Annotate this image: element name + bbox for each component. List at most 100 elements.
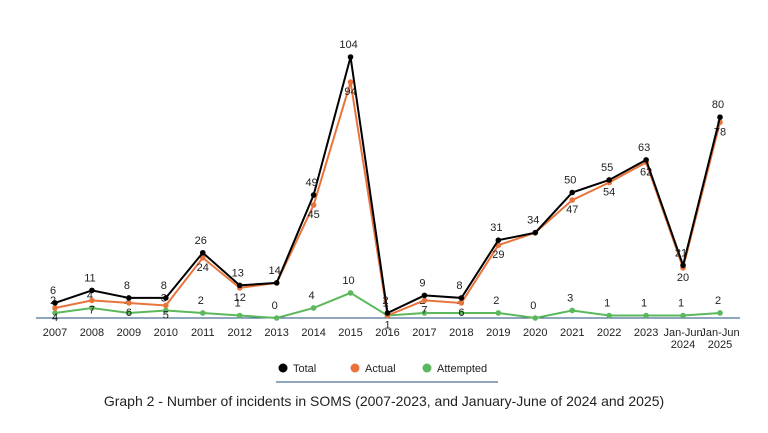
data-label: 7 bbox=[421, 304, 427, 316]
data-label: 1 bbox=[384, 319, 390, 331]
data-label: 80 bbox=[712, 99, 724, 111]
point bbox=[458, 300, 465, 306]
data-label: 47 bbox=[566, 204, 578, 216]
data-label: 104 bbox=[339, 39, 357, 51]
data-label: 49 bbox=[305, 177, 317, 189]
x-tick-label: 2009 bbox=[116, 327, 142, 339]
point bbox=[199, 254, 206, 261]
data-label: 45 bbox=[307, 209, 319, 221]
data-label: 1 bbox=[604, 297, 610, 309]
point bbox=[126, 310, 132, 316]
data-label: 2 bbox=[456, 295, 462, 307]
data-label: 2 bbox=[715, 295, 721, 307]
point bbox=[532, 315, 539, 321]
data-label: 2 bbox=[493, 295, 499, 307]
x-tick-label: 2012 bbox=[227, 327, 252, 339]
point bbox=[89, 297, 95, 304]
data-label: 1 bbox=[641, 297, 647, 309]
data-label: 1 bbox=[235, 297, 241, 309]
point bbox=[421, 310, 428, 316]
data-label: 7 bbox=[89, 304, 95, 316]
point bbox=[717, 114, 723, 121]
data-label: 6 bbox=[126, 307, 132, 319]
series-line bbox=[54, 81, 721, 317]
point bbox=[643, 157, 649, 163]
legend-marker bbox=[350, 363, 360, 373]
point bbox=[310, 202, 317, 208]
point bbox=[606, 312, 612, 319]
data-label: 54 bbox=[603, 186, 615, 198]
data-label: 8 bbox=[456, 280, 462, 292]
point bbox=[310, 192, 317, 198]
point bbox=[163, 295, 169, 301]
data-label: 8 bbox=[161, 280, 167, 292]
data-label: 31 bbox=[490, 222, 502, 234]
point bbox=[569, 307, 576, 314]
x-tick-label: 2020 bbox=[523, 327, 548, 339]
x-tick-label: 2007 bbox=[42, 327, 68, 339]
data-label: 29 bbox=[492, 249, 504, 261]
point bbox=[532, 229, 539, 236]
data-label: 0 bbox=[272, 300, 278, 312]
point bbox=[347, 54, 354, 60]
point bbox=[347, 79, 354, 85]
data-label: 10 bbox=[342, 275, 354, 287]
point bbox=[273, 315, 280, 321]
x-tick-label: 2022 bbox=[596, 327, 622, 339]
point bbox=[643, 312, 649, 319]
x-tick-label: 2016 bbox=[375, 327, 400, 339]
point bbox=[199, 310, 206, 316]
point bbox=[52, 300, 58, 306]
data-label: 4 bbox=[309, 290, 315, 302]
data-label: 5 bbox=[163, 309, 169, 321]
point bbox=[163, 302, 169, 309]
data-label: 20 bbox=[677, 272, 689, 284]
data-label: 6 bbox=[458, 307, 464, 319]
point bbox=[126, 300, 132, 306]
data-label: 2 bbox=[382, 295, 388, 307]
data-label: 4 bbox=[52, 312, 58, 324]
data-label: 2 bbox=[124, 295, 130, 307]
x-tick-label: 2021 bbox=[559, 327, 585, 339]
data-label: 14 bbox=[269, 265, 281, 277]
caption: Graph 2 - Number of incidents in SOMS (2… bbox=[103, 393, 665, 409]
data-label: 63 bbox=[638, 142, 650, 154]
x-tick-label: 2011 bbox=[190, 327, 215, 339]
point bbox=[569, 189, 576, 196]
data-label: 3 bbox=[567, 292, 573, 304]
x-tick-label: 2018 bbox=[449, 327, 474, 339]
point bbox=[89, 305, 95, 311]
point bbox=[495, 237, 502, 244]
point bbox=[347, 290, 354, 296]
series-line bbox=[54, 56, 721, 315]
x-tick-label: Jan-Jun 2025 bbox=[700, 327, 740, 351]
data-label: 34 bbox=[527, 215, 539, 227]
data-label: 6 bbox=[50, 285, 56, 297]
data-label: 94 bbox=[344, 86, 356, 98]
point bbox=[236, 282, 243, 289]
x-tick-label: 2019 bbox=[486, 327, 511, 339]
data-label: 9 bbox=[419, 277, 425, 289]
x-tick-label: 2010 bbox=[153, 327, 179, 339]
data-label: 2 bbox=[50, 295, 56, 307]
data-label: 55 bbox=[601, 162, 613, 174]
legend-marker bbox=[278, 363, 288, 373]
point bbox=[89, 287, 95, 294]
x-tick-label: 2008 bbox=[79, 327, 105, 339]
data-label: 50 bbox=[564, 175, 576, 187]
point bbox=[458, 310, 465, 316]
point bbox=[717, 310, 723, 316]
x-tick-label: 2014 bbox=[301, 327, 326, 339]
point bbox=[273, 280, 280, 286]
data-label: 8 bbox=[124, 280, 130, 292]
legend-label: Attempted bbox=[437, 363, 487, 375]
data-label: 11 bbox=[84, 272, 95, 284]
x-tick-label: Jan-Jun 2024 bbox=[663, 327, 703, 351]
point bbox=[495, 310, 502, 316]
legend-label: Total bbox=[293, 363, 316, 375]
data-label: 24 bbox=[197, 262, 209, 274]
point bbox=[680, 312, 686, 319]
point bbox=[458, 295, 465, 301]
